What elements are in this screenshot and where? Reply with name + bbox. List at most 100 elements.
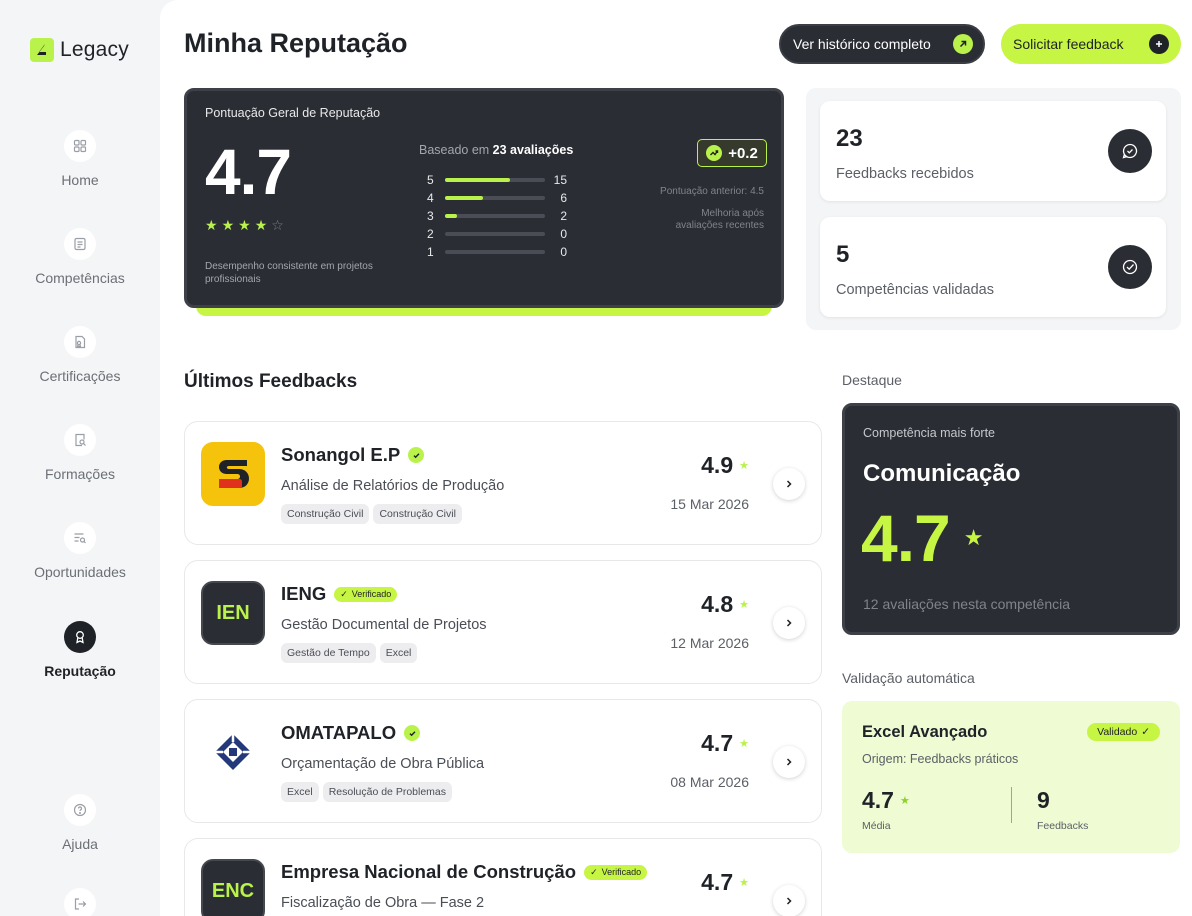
nav-item-formacoes[interactable]: Formações (0, 424, 160, 482)
auto-validation-title: Excel Avançado (862, 723, 988, 741)
stat-card-validated: 5 Competências validadas (820, 217, 1166, 317)
nav-label-certificacoes: Certificações (39, 368, 121, 384)
sidebar: Legacy Home Competências Certificações F… (0, 0, 160, 916)
score-stars: ★ ★ ★ ★ ☆ (205, 217, 284, 234)
feedback-card[interactable]: IEN IENG ✓ Verificado Gestão Documental d… (184, 560, 822, 684)
brand-logo[interactable]: Legacy (30, 38, 129, 62)
brand-name: Legacy (60, 38, 129, 61)
request-feedback-label: Solicitar feedback (1013, 36, 1124, 52)
nav-item-ajuda[interactable]: Ajuda (0, 794, 160, 852)
feedback-card[interactable]: ENC Empresa Nacional de Construção ✓ Veri… (184, 838, 822, 916)
metric-divider (1011, 787, 1012, 823)
nav-item-logout[interactable] (0, 888, 160, 916)
nav-label-competencias: Competências (35, 270, 125, 286)
stats-panel: 23 Feedbacks recebidos 5 Competências va… (806, 88, 1181, 330)
distribution-bar (445, 196, 545, 200)
distribution-row: 3 2 (427, 207, 567, 225)
average-value: 4.7 (862, 787, 894, 813)
tag: Construção Civil (373, 504, 462, 524)
feedback-card[interactable]: OMATAPALO Orçamentação de Obra Pública E… (184, 699, 822, 823)
feedbacks-count-value: 9 (1037, 787, 1050, 813)
distribution-count: 2 (560, 209, 567, 223)
tag: Construção Civil (281, 504, 370, 524)
nav-item-certificacoes[interactable]: Certificações (0, 326, 160, 384)
reputation-score-card: Pontuação Geral de Reputação 4.7 ★ ★ ★ ★… (184, 88, 784, 316)
nav-label-home: Home (61, 172, 99, 188)
feedback-tags: Excel Resolução de Problemas (281, 782, 453, 802)
trend-up-icon (706, 145, 723, 161)
star-icon: ★ (899, 795, 910, 807)
verified-check-icon (408, 447, 425, 463)
feedback-role: Orçamentação de Obra Pública (281, 756, 485, 772)
feedback-role: Gestão Documental de Projetos (281, 617, 487, 633)
star-icon: ★ (739, 738, 749, 750)
history-button[interactable]: Ver histórico completo (779, 24, 985, 64)
distribution-count: 15 (553, 173, 567, 187)
based-prefix: Baseado em (419, 143, 490, 157)
history-button-label: Ver histórico completo (793, 36, 931, 52)
nav-item-oportunidades[interactable]: Oportunidades (0, 522, 160, 580)
auto-validation-origin: Origem: Feedbacks práticos (862, 752, 1019, 766)
page-title: Minha Reputação (184, 28, 408, 58)
nav-item-home[interactable]: Home (0, 130, 160, 188)
average-metric: 4.7 ★ Média (862, 787, 910, 832)
request-feedback-button[interactable]: Solicitar feedback (1001, 24, 1181, 64)
improvement-note: Melhoria após avaliações recentes (675, 208, 764, 231)
feedback-company: OMATAPALO (281, 722, 421, 744)
feedback-company: IENG ✓ Verificado (281, 583, 398, 605)
stat-feedbacks-value: 23 (836, 125, 863, 152)
plus-icon (1149, 34, 1169, 54)
rating-distribution: 5 15 4 6 3 2 2 0 (427, 171, 567, 261)
sonangol-logo (201, 442, 265, 506)
tag: Excel (281, 782, 319, 802)
distribution-row: 1 0 (427, 243, 567, 261)
feedback-tags: Construção Civil Construção Civil (281, 504, 462, 524)
verified-check-icon: ✓ (340, 588, 348, 599)
highlight-title: Comunicação (863, 460, 1021, 487)
distribution-bar-fill (445, 196, 483, 200)
feedback-rating: 4.8 ★ (701, 591, 749, 618)
tag: Gestão de Tempo (281, 643, 376, 663)
score-card-body: Pontuação Geral de Reputação 4.7 ★ ★ ★ ★… (184, 88, 784, 308)
nav-label-oportunidades: Oportunidades (34, 564, 126, 580)
based-count: 23 avaliações (492, 143, 574, 157)
validated-label: Validado (1097, 726, 1138, 738)
logo-mark-icon (30, 38, 54, 62)
chat-icon (1108, 129, 1152, 173)
verified-label: Verificado (601, 867, 642, 877)
feedback-role: Fiscalização de Obra — Fase 2 (281, 895, 485, 911)
list-search-icon (64, 522, 96, 554)
company-name: OMATAPALO (281, 722, 397, 743)
stat-feedbacks-label: Feedbacks recebidos (836, 166, 974, 182)
chevron-right-icon[interactable] (773, 885, 805, 916)
chevron-right-icon[interactable] (773, 607, 805, 639)
star-icon: ★ (739, 460, 749, 472)
verified-badge: ✓ Verificado (584, 864, 648, 880)
stat-validated-value: 5 (836, 241, 850, 268)
feedback-card[interactable]: Sonangol E.P Análise de Relatórios de Pr… (184, 421, 822, 545)
chevron-right-icon[interactable] (773, 468, 805, 500)
chevron-right-icon[interactable] (773, 746, 805, 778)
previous-score: Pontuação anterior: 4.5 (660, 186, 764, 197)
distribution-bar (445, 214, 545, 218)
arrow-up-right-icon (953, 34, 973, 54)
distribution-label: 1 (427, 245, 434, 259)
feedback-rating: 4.7 ★ (701, 869, 749, 896)
omatapalo-logo (201, 720, 265, 784)
distribution-bar-fill (445, 214, 457, 218)
distribution-count: 0 (560, 227, 567, 241)
based-on-text: Baseado em 23 avaliações (419, 143, 573, 157)
distribution-label: 5 (427, 173, 434, 187)
validated-badge: Validado ✓ (1087, 723, 1160, 741)
star-icon: ★ (205, 217, 218, 233)
nav-item-reputacao[interactable]: Reputação (0, 621, 160, 679)
tag: Excel (379, 643, 418, 663)
check-icon: ✓ (1141, 726, 1150, 738)
distribution-bar (445, 250, 545, 254)
nav-label-ajuda: Ajuda (62, 836, 98, 852)
nav-item-competencias[interactable]: Competências (0, 228, 160, 286)
feedbacks-count-label: Feedbacks (1037, 820, 1089, 832)
distribution-bar-fill (445, 178, 510, 182)
verified-check-icon (404, 725, 421, 741)
verified-label: Verificado (351, 589, 392, 599)
